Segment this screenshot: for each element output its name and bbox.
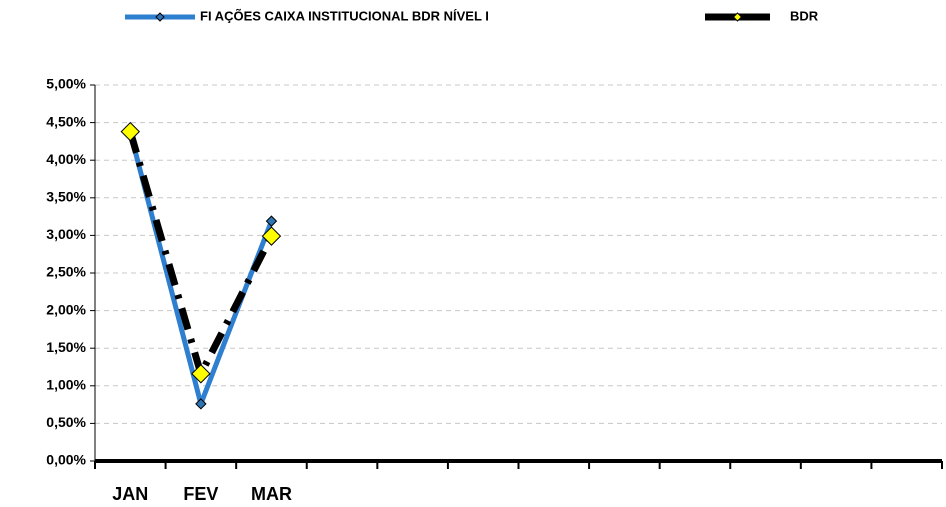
x-tick-label: FEV xyxy=(183,484,218,504)
y-tick-label: 0,00% xyxy=(46,452,86,468)
y-tick-label: 3,50% xyxy=(46,189,86,205)
series-line xyxy=(126,130,275,378)
legend-label: FI AÇÕES CAIXA INSTITUCIONAL BDR NÍVEL I xyxy=(200,8,489,23)
marker xyxy=(195,398,207,410)
marker xyxy=(261,226,282,246)
x-tick-label: MAR xyxy=(251,484,292,504)
y-tick-label: 4,00% xyxy=(46,151,86,167)
y-tick-label: 1,00% xyxy=(46,377,86,393)
y-tick-label: 0,50% xyxy=(46,414,86,430)
y-tick-label: 2,50% xyxy=(46,264,86,280)
x-tick-label: JAN xyxy=(112,484,148,504)
y-tick-label: 4,50% xyxy=(46,113,86,129)
marker xyxy=(265,215,278,227)
legend-marker xyxy=(155,12,165,22)
legend-label: BDR xyxy=(790,8,819,23)
y-tick-label: 3,00% xyxy=(46,226,86,242)
marker xyxy=(191,364,211,384)
y-tick-label: 5,00% xyxy=(46,76,86,92)
y-tick-label: 1,50% xyxy=(46,339,86,355)
y-tick-label: 2,00% xyxy=(46,301,86,317)
legend-marker xyxy=(732,12,743,22)
marker xyxy=(120,121,140,142)
